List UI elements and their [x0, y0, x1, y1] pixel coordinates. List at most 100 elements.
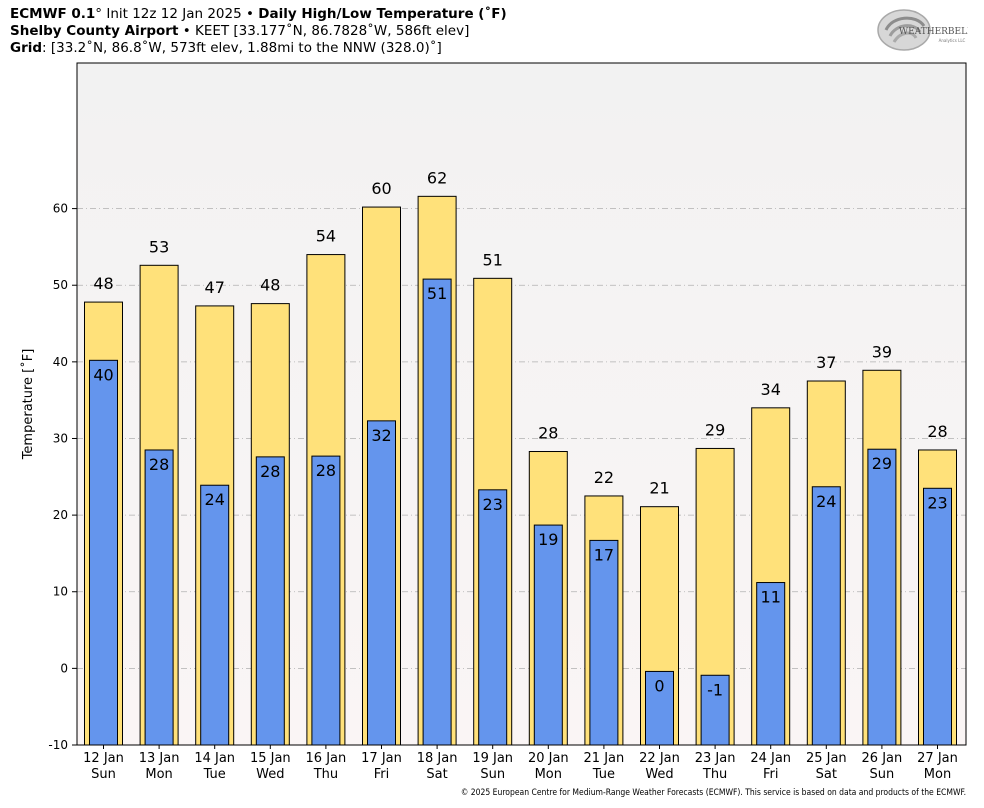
grid-label: Grid	[10, 40, 43, 56]
high-value-label: 47	[205, 278, 225, 297]
x-tick-date: 18 Jan	[417, 751, 458, 766]
x-tick-date: 19 Jan	[472, 751, 513, 766]
high-value-label: 51	[483, 250, 503, 269]
grid-info: : [33.2˚N, 86.8˚W, 573ft elev, 1.88mi to…	[42, 40, 442, 56]
bars	[84, 195, 957, 746]
high-value-label: 39	[872, 342, 892, 361]
x-tick-day: Sat	[816, 767, 837, 782]
plot-frame	[76, 62, 967, 746]
high-value-label: 28	[927, 422, 947, 441]
x-tick-date: 13 Jan	[139, 751, 180, 766]
high-value-label: 21	[649, 479, 669, 498]
title-line-3: Grid: [33.2˚N, 86.8˚W, 573ft elev, 1.88m…	[10, 40, 442, 57]
x-tick-date: 22 Jan	[639, 751, 680, 766]
low-value-label: 28	[316, 461, 336, 480]
low-value-label: 23	[927, 493, 947, 512]
low-value-label: 51	[427, 284, 447, 303]
x-tick-date: 17 Jan	[361, 751, 402, 766]
low-bar	[89, 359, 118, 746]
y-axis-label: Temperature [˚F]	[20, 349, 36, 461]
low-value-label: 24	[205, 490, 225, 509]
low-value-label: 17	[594, 545, 614, 564]
high-value-label: 62	[427, 168, 447, 187]
high-value-label: 53	[149, 237, 169, 256]
high-value-label: 48	[93, 274, 113, 293]
product-name: Daily High/Low Temperature (˚F)	[258, 6, 507, 22]
copyright-footer: © 2025 European Centre for Medium-Range …	[460, 788, 966, 798]
init-time: Init 12z 12 Jan 2025 •	[102, 6, 259, 22]
x-tick-day: Mon	[535, 767, 562, 782]
low-value-label: 28	[149, 455, 169, 474]
logo-subtext: Analytics LLC	[939, 38, 966, 43]
x-tick-date: 16 Jan	[306, 751, 347, 766]
low-bar	[645, 670, 674, 746]
low-value-label: 28	[260, 462, 280, 481]
x-tick-day: Sun	[480, 767, 505, 782]
low-value-label: 29	[872, 454, 892, 473]
high-value-label: 48	[260, 276, 280, 295]
weatherbell-logo: WEATHERBELL Analytics LLC	[877, 9, 968, 51]
x-tick-date: 26 Jan	[862, 751, 903, 766]
low-bar	[367, 420, 396, 746]
high-value-label: 29	[705, 420, 725, 439]
low-value-label: -1	[707, 680, 723, 699]
low-value-label: 24	[816, 492, 836, 511]
x-tick-date: 23 Jan	[695, 751, 736, 766]
x-tick-day: Sun	[870, 767, 895, 782]
y-tick-label: 20	[53, 508, 68, 522]
x-tick-date: 27 Jan	[917, 751, 958, 766]
low-bar	[200, 484, 230, 746]
title-line-2: Shelby County Airport • KEET [33.177˚N, …	[10, 23, 469, 40]
low-bar	[311, 455, 341, 746]
high-value-label: 28	[538, 424, 558, 443]
x-tick-day: Mon	[145, 767, 172, 782]
x-tick-date: 12 Jan	[83, 751, 124, 766]
x-tick-day: Tue	[203, 767, 226, 782]
low-bar	[923, 487, 952, 746]
low-value-label: 11	[761, 588, 781, 607]
low-bar	[255, 456, 285, 746]
high-value-label: 54	[316, 227, 336, 246]
x-tick-day: Thu	[702, 767, 727, 782]
station-info: • KEET [33.177˚N, 86.7828˚W, 586ft elev]	[178, 23, 470, 39]
x-tick-day: Sun	[91, 767, 116, 782]
x-tick-day: Wed	[645, 767, 673, 782]
high-value-label: 34	[761, 380, 781, 399]
station-name: Shelby County Airport	[10, 23, 179, 39]
model-name: ECMWF 0.1	[10, 6, 96, 22]
low-value-label: 40	[93, 365, 113, 384]
x-tick-day: Tue	[592, 767, 615, 782]
y-tick-label: 60	[53, 202, 68, 216]
x-tick-date: 15 Jan	[250, 751, 291, 766]
title-line-1: ECMWF 0.1° Init 12z 12 Jan 2025 • Daily …	[10, 6, 507, 23]
low-bar	[589, 539, 619, 746]
low-value-label: 0	[654, 676, 664, 695]
x-tick-day: Wed	[256, 767, 284, 782]
x-tick-day: Fri	[374, 767, 390, 782]
x-tick-date: 20 Jan	[528, 751, 569, 766]
low-value-label: 19	[538, 530, 558, 549]
bar-labels: 48 40 53 28 47 24 48 28 54 28 60 32 62 51 51 23 28 19 22 17…	[93, 168, 947, 699]
x-tick-date: 14 Jan	[194, 751, 235, 766]
low-value-label: 23	[483, 495, 503, 514]
low-bar	[422, 278, 452, 746]
y-tick-label: 10	[53, 585, 68, 599]
high-value-label: 22	[594, 468, 614, 487]
y-tick-label: 30	[53, 431, 68, 445]
x-tick-date: 21 Jan	[584, 751, 625, 766]
low-bar	[756, 582, 786, 746]
low-bar	[700, 674, 730, 746]
low-bar	[144, 449, 174, 746]
high-value-label: 37	[816, 353, 836, 372]
low-bar	[533, 524, 563, 746]
y-tick-label: 0	[60, 661, 68, 675]
high-value-label: 60	[371, 179, 391, 198]
logo-text: WEATHERBELL	[899, 27, 968, 37]
x-tick-day: Sat	[426, 767, 447, 782]
x-tick-date: 24 Jan	[750, 751, 791, 766]
x-tick-date: 25 Jan	[806, 751, 847, 766]
y-tick-label: 50	[53, 278, 68, 292]
low-value-label: 32	[371, 426, 391, 445]
